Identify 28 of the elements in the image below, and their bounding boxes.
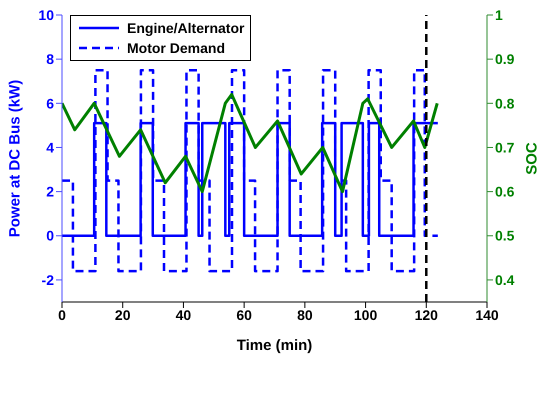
y2-tick-label: 1 <box>495 6 503 23</box>
y2-tick-label: 0.4 <box>495 272 515 288</box>
x-tick-label: 80 <box>297 306 313 323</box>
y2-axis-title: SOC <box>523 142 540 175</box>
y2-tick-label: 0.9 <box>495 51 515 68</box>
x-tick-label: 120 <box>414 306 438 323</box>
y-tick-label: 8 <box>46 51 54 68</box>
x-tick-label: 100 <box>354 306 378 323</box>
x-tick-label: 40 <box>176 306 192 323</box>
y-axis-title: Power at DC Bus (kW) <box>6 80 24 238</box>
y-tick-label: 2 <box>46 184 54 200</box>
y2-tick-label: 0.8 <box>495 95 515 112</box>
x-axis-title: Time (min) <box>236 337 312 354</box>
y2-tick-label: 0.6 <box>495 184 515 200</box>
y-tick-label: -2 <box>42 272 54 288</box>
y-tick-label: 10 <box>38 6 54 23</box>
x-tick-label: 60 <box>236 306 252 323</box>
y-tick-label: 6 <box>46 95 54 112</box>
line-series <box>62 92 439 194</box>
legend-label: Motor Demand <box>127 40 225 56</box>
legend-label: Engine/Alternator <box>127 20 244 36</box>
x-tick-label: 0 <box>58 306 66 323</box>
x-tick-label: 140 <box>475 306 499 323</box>
y-tick-label: 4 <box>46 139 54 156</box>
y2-tick-label: 0.5 <box>495 228 515 244</box>
y2-tick-label: 0.7 <box>495 139 515 156</box>
x-tick-label: 20 <box>114 306 131 323</box>
y-tick-label: 0 <box>46 228 54 244</box>
